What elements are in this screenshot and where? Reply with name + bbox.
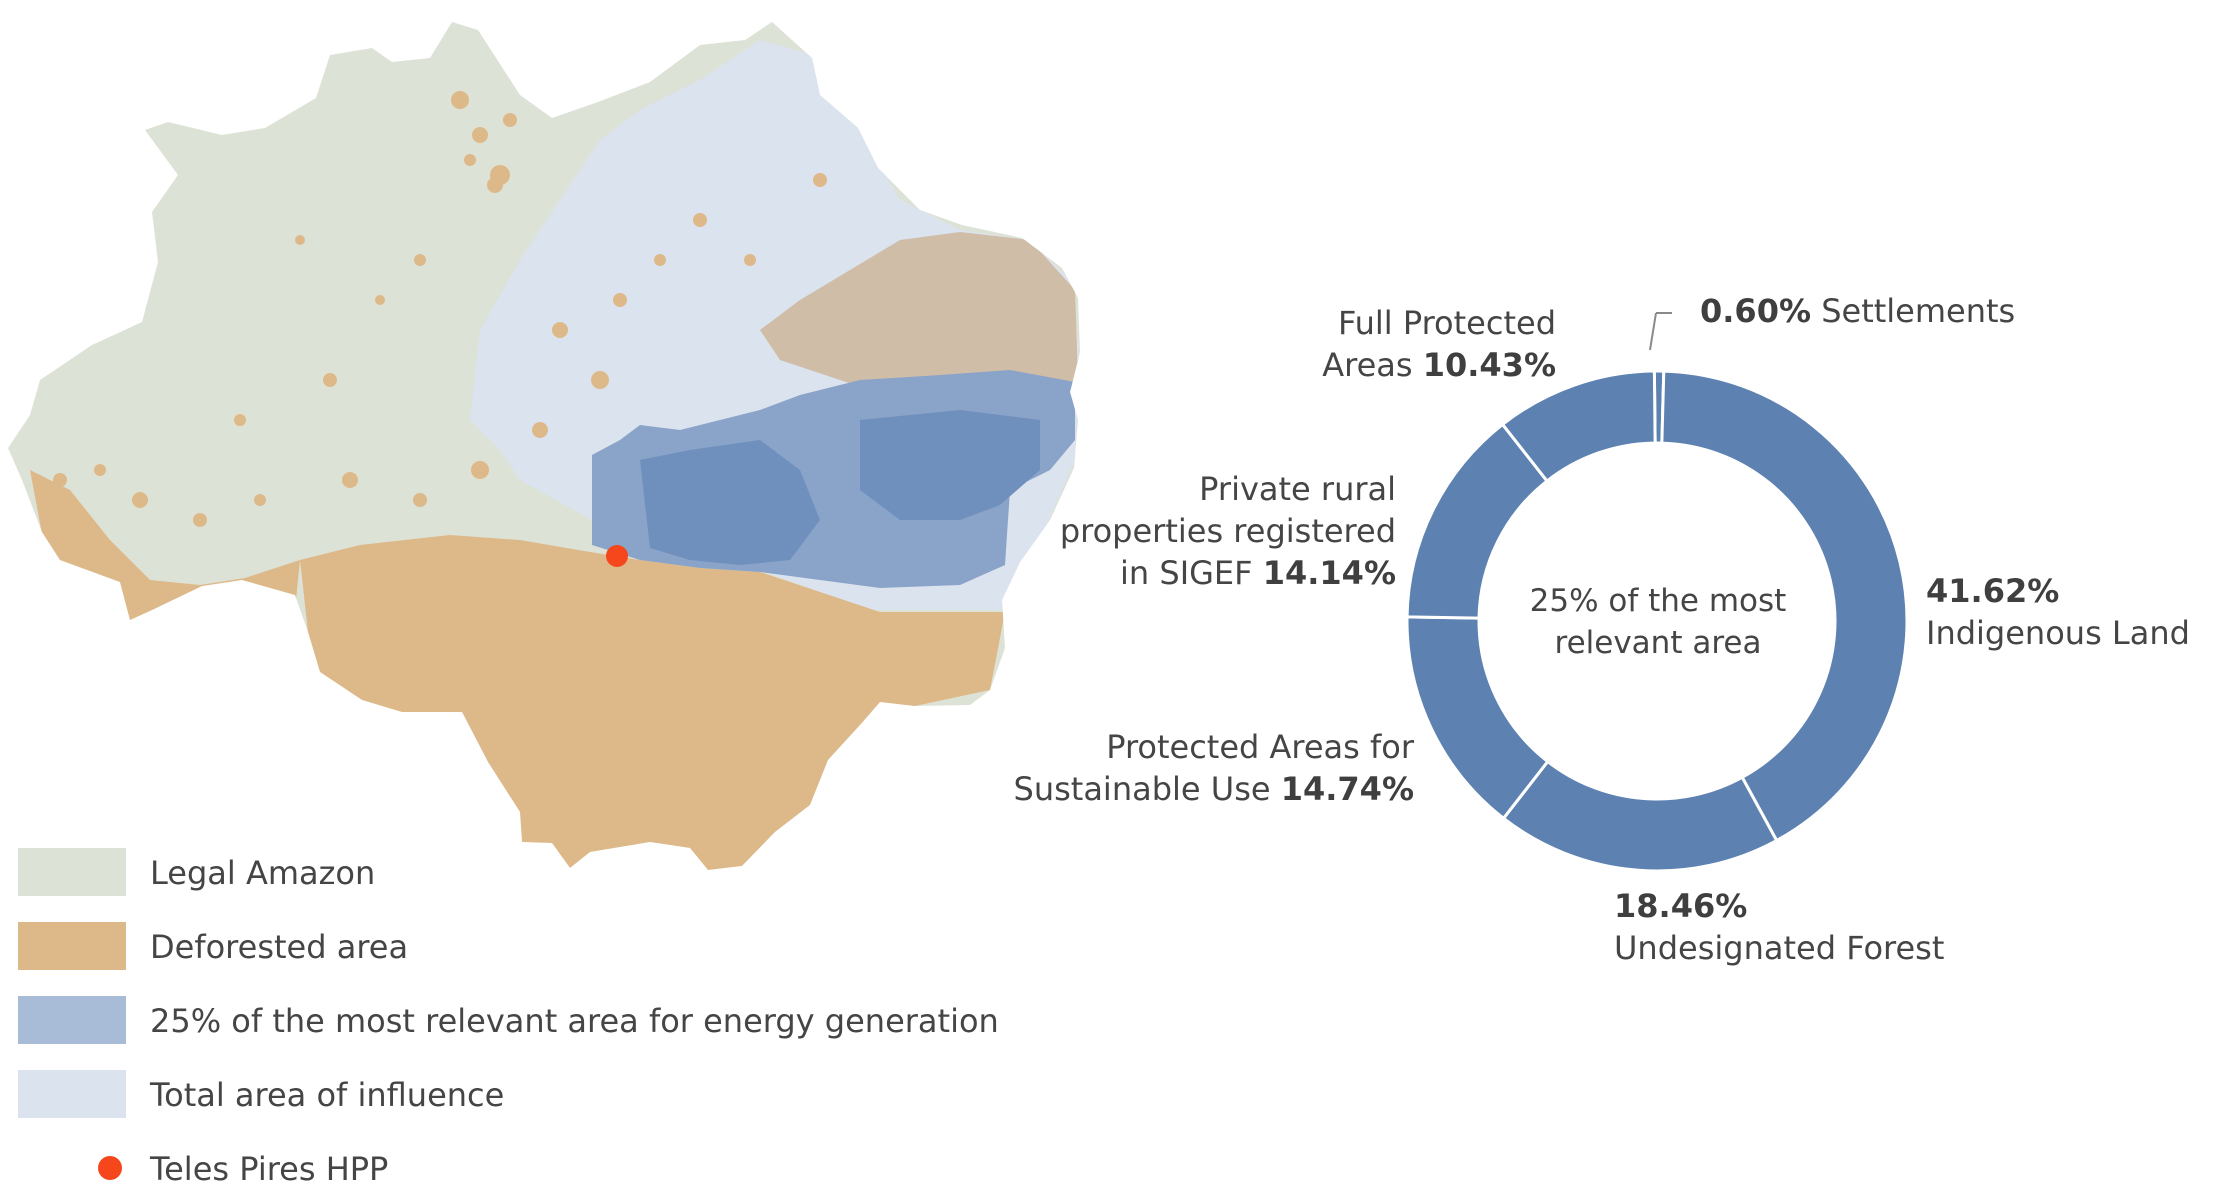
label-undesignated: 18.46% Undesignated Forest <box>1614 885 1944 969</box>
label-settlements-value: 0.60% <box>1700 292 1812 330</box>
legend-item-deforested: Deforested area <box>18 922 1118 970</box>
label-sigef: Private rural properties registered in S… <box>1000 468 1396 594</box>
legend-label: Total area of influence <box>150 1076 505 1114</box>
label-full-protected: Full Protected Areas 10.43% <box>1200 302 1556 386</box>
legend-label: Legal Amazon <box>150 854 376 892</box>
label-indigenous: 41.62% Indigenous Land <box>1926 570 2190 654</box>
legend-swatch-influence-area <box>18 1070 126 1118</box>
label-full-protected-line2: Areas <box>1322 346 1413 384</box>
legend-item-influence-area: Total area of influence <box>18 1070 1118 1118</box>
legend-swatch-relevant-area <box>18 996 126 1044</box>
label-sustainable-use: Protected Areas for Sustainable Use 14.7… <box>1000 726 1415 810</box>
deforested-region <box>300 535 1005 870</box>
relevant-area-core <box>640 440 820 565</box>
label-sustainable-line2: Sustainable Use <box>1013 770 1271 808</box>
legal-amazon-map <box>8 22 1080 870</box>
label-sigef-value: 14.14% <box>1262 554 1396 592</box>
legend-dot-hpp-icon <box>98 1156 122 1180</box>
label-sustainable-line1: Protected Areas for <box>1106 728 1414 766</box>
label-full-protected-value: 10.43% <box>1422 346 1556 384</box>
legend-item-legal-amazon: Legal Amazon <box>18 848 1118 896</box>
label-settlements-name: Settlements <box>1821 292 2016 330</box>
deforestation-dots <box>53 91 827 527</box>
label-undesignated-name: Undesignated Forest <box>1614 929 1945 967</box>
donut-slice-full-protected-areas <box>1500 369 1657 484</box>
legend-swatch-legal-amazon <box>18 848 126 896</box>
label-undesignated-value: 18.46% <box>1614 887 1748 925</box>
legend-item-relevant-area: 25% of the most relevant area for energy… <box>18 996 1118 1044</box>
relevant-area-east <box>860 410 1040 520</box>
label-sigef-line3: in SIGEF <box>1120 554 1253 592</box>
label-settlements: 0.60% Settlements <box>1700 290 2015 332</box>
donut-slice-undesignated-forest <box>1501 759 1779 873</box>
legend-label: 25% of the most relevant area for energy… <box>150 1002 999 1040</box>
settlements-leader-line <box>1649 312 1657 351</box>
label-sigef-line2: properties registered <box>1059 512 1396 550</box>
teles-pires-hpp-marker <box>606 545 628 567</box>
legend-label: Deforested area <box>150 928 409 966</box>
legend-swatch-deforested <box>18 922 126 970</box>
donut-slice-indigenous-land <box>1660 369 1909 843</box>
label-full-protected-line1: Full Protected <box>1337 304 1556 342</box>
label-indigenous-name: Indigenous Land <box>1926 614 2190 652</box>
label-indigenous-value: 41.62% <box>1926 572 2060 610</box>
label-sustainable-value: 14.74% <box>1280 770 1414 808</box>
label-sigef-line1: Private rural <box>1199 470 1396 508</box>
donut-center-label: 25% of the most relevant area <box>1529 583 1787 661</box>
